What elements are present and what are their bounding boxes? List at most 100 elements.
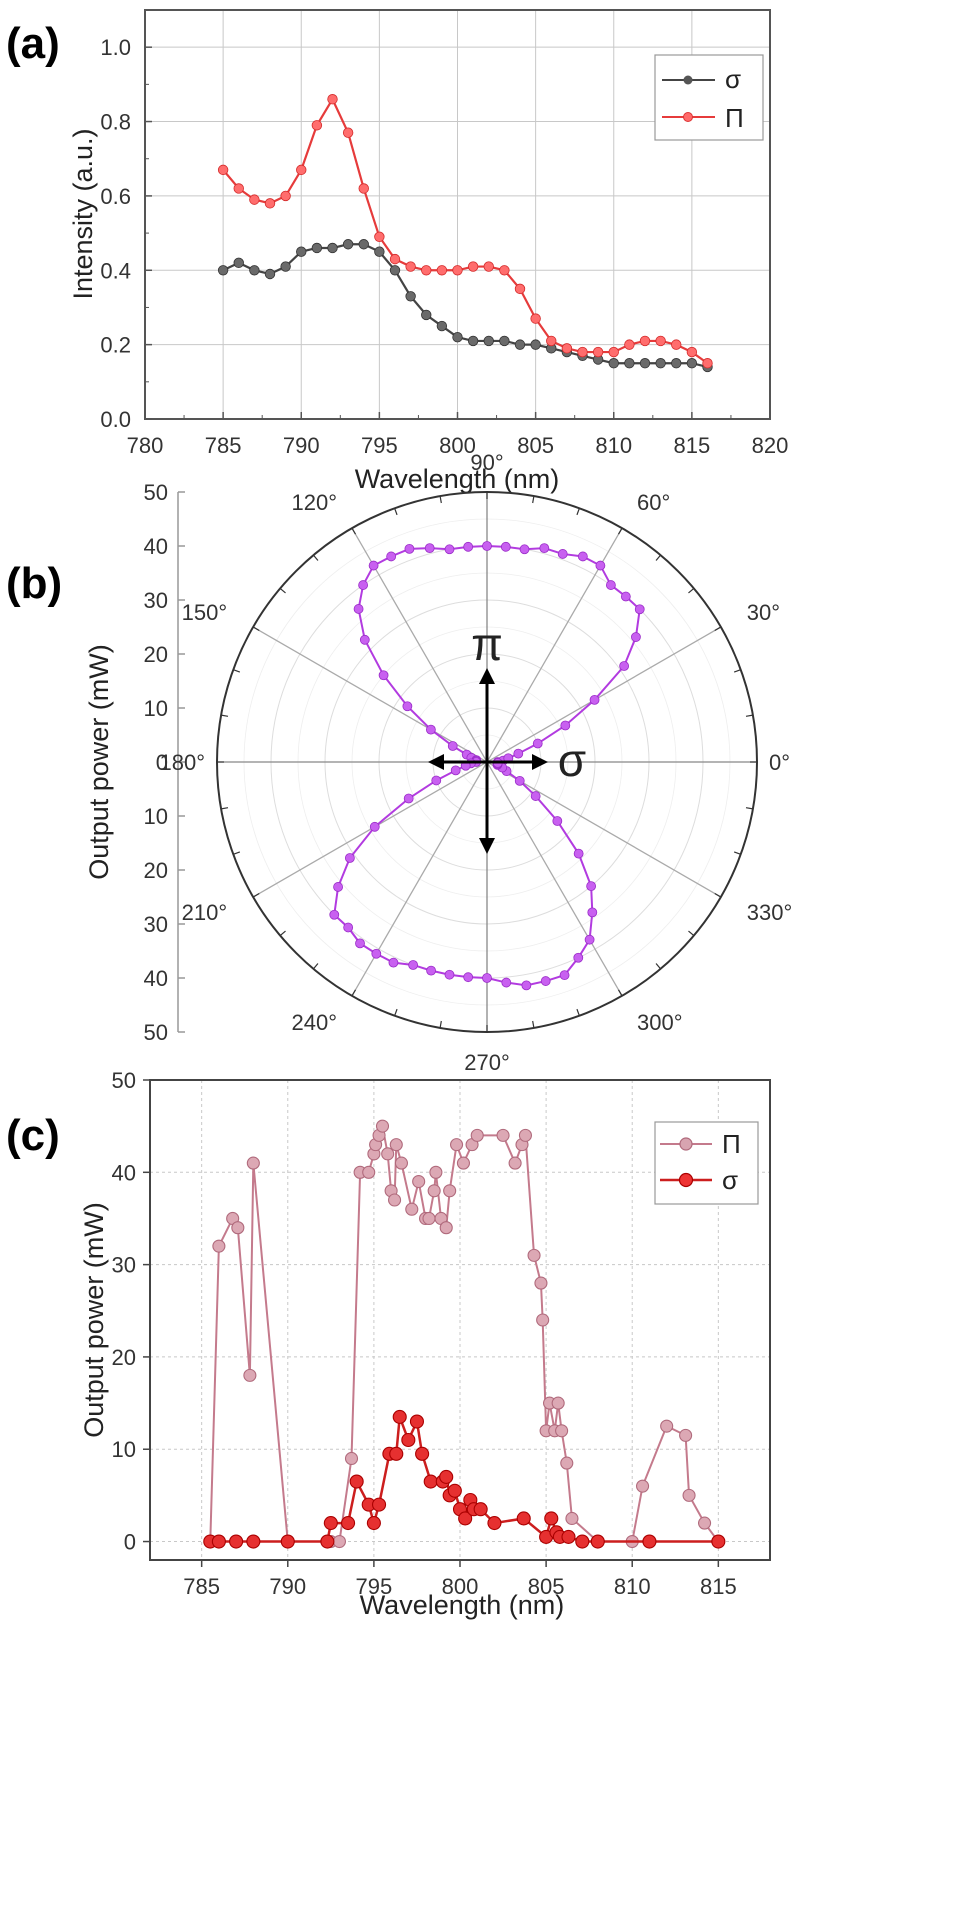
data-point: [427, 1184, 441, 1198]
polar-data-point: [408, 960, 419, 970]
panel-a: (a) 780 785 790 795 800 805 810 815 820 0.0 0.2 0.…: [6, 9, 788, 494]
data-point: [332, 1534, 346, 1549]
data-point: [527, 1248, 541, 1262]
polar-data-point: [386, 551, 397, 562]
polar-rim-tick: [655, 963, 662, 970]
angle-label: 240°: [291, 1010, 337, 1035]
x-tick-label: 810: [614, 1574, 651, 1599]
angle-label: 90°: [470, 450, 503, 475]
polar-data-point: [532, 738, 543, 749]
data-point: [358, 239, 369, 250]
data-point: [280, 190, 291, 202]
polar-data-point: [559, 970, 570, 981]
data-point: [421, 309, 432, 321]
polar-data-point: [431, 775, 442, 786]
data-point: [456, 1156, 470, 1170]
data-point: [423, 1474, 438, 1489]
polar-rim-tick: [252, 892, 260, 898]
angle-label: 300°: [637, 1010, 683, 1035]
y-tick-label: 30: [112, 1253, 136, 1278]
polar-data-point: [577, 551, 588, 562]
polar-data-point: [368, 560, 379, 571]
polar-data-point: [444, 544, 455, 555]
data-point: [639, 335, 651, 347]
data-point: [590, 1534, 605, 1549]
data-point: [577, 346, 588, 358]
polar-data-point: [404, 543, 415, 554]
polar-data-point: [557, 549, 568, 559]
y-tick-label: 0.0: [100, 407, 131, 432]
data-point: [592, 346, 604, 358]
polar-rim-tick: [745, 714, 754, 717]
polar-data-point: [634, 604, 645, 615]
data-point: [372, 1497, 387, 1512]
series-line-pi: [222, 96, 709, 365]
polar-data-point: [333, 882, 343, 892]
data-point: [534, 1276, 548, 1290]
data-point: [686, 358, 698, 369]
y-tick-label: 1.0: [100, 35, 131, 60]
polar-rim-tick: [279, 930, 286, 937]
data-point: [327, 94, 338, 105]
data-point: [249, 265, 260, 276]
polar-data-point: [620, 591, 631, 602]
data-point: [514, 339, 526, 350]
y-tick-label: 0.4: [100, 258, 131, 283]
data-point: [211, 1534, 226, 1549]
angle-label: 150°: [182, 600, 228, 625]
r-tick-label: 20: [144, 858, 168, 883]
polar-data-point: [573, 848, 584, 859]
data-point: [447, 1483, 462, 1498]
polar-rim-tick: [655, 554, 662, 561]
data-point: [530, 339, 541, 350]
polar-rim-tick: [714, 626, 722, 632]
angle-label: 60°: [637, 490, 670, 515]
data-point: [389, 1446, 404, 1461]
data-point: [546, 335, 557, 347]
data-point: [409, 1414, 424, 1429]
polar-rim-tick: [439, 1020, 442, 1029]
data-point: [555, 1424, 569, 1438]
data-point: [686, 346, 698, 358]
data-point: [639, 358, 651, 369]
polar-data-point: [463, 972, 474, 983]
polar-data-point: [501, 977, 512, 988]
polar-data-point: [329, 909, 340, 920]
polar-data-point: [343, 922, 354, 933]
data-point: [470, 1128, 484, 1142]
series-line-pi: [209, 1122, 720, 1543]
data-point: [327, 242, 338, 254]
panel-c-ylabel: Output power (mW): [79, 1202, 109, 1438]
data-point: [518, 1128, 532, 1142]
polar-data-point: [482, 541, 492, 551]
polar-rim-tick: [733, 669, 741, 673]
polar-data-point: [359, 634, 370, 645]
data-point: [392, 1409, 407, 1424]
polar-data-point: [552, 816, 563, 826]
panel-c-legend: Π σ: [654, 1121, 759, 1205]
data-point: [487, 1516, 502, 1531]
polar-rim-tick: [714, 892, 722, 898]
x-tick-label: 805: [517, 433, 554, 458]
polar-data-point: [424, 543, 435, 554]
data-point: [405, 291, 416, 302]
data-point: [349, 1474, 364, 1489]
polar-rim-tick: [576, 508, 580, 516]
polar-data-point: [519, 544, 530, 555]
x-tick-label: 800: [439, 433, 476, 458]
data-point: [561, 1529, 576, 1544]
data-point: [422, 1211, 436, 1226]
data-point: [452, 332, 463, 343]
x-tick-label: 790: [269, 1574, 306, 1599]
data-point: [388, 1193, 402, 1207]
data-point: [249, 194, 260, 205]
y-tick-label: 0: [124, 1530, 136, 1555]
angle-label: 330°: [747, 900, 793, 925]
data-point: [381, 1147, 395, 1161]
data-point: [394, 1156, 408, 1170]
polar-data-point: [425, 724, 436, 735]
polar-rim-tick: [532, 1020, 535, 1029]
data-point: [217, 164, 229, 176]
y-tick-label: 0.8: [100, 110, 131, 135]
data-point: [508, 1156, 522, 1170]
